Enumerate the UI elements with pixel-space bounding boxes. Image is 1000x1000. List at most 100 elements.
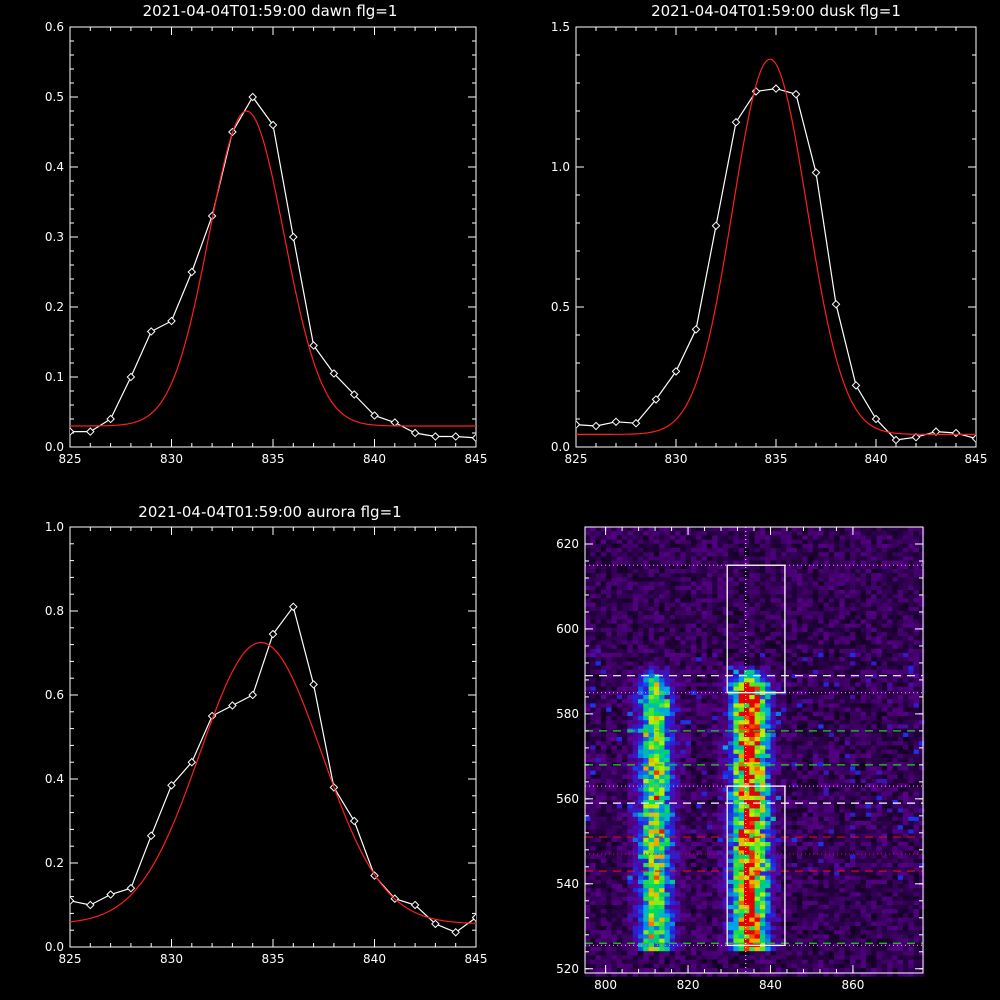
y-tick-label: 1.0 <box>45 520 64 534</box>
data-point <box>931 427 941 436</box>
data-point <box>146 831 156 841</box>
y-tick-label: 0.4 <box>45 772 64 786</box>
data-point <box>611 417 621 427</box>
data-point <box>771 84 781 93</box>
plot-area <box>576 58 976 445</box>
plot-area <box>70 92 476 443</box>
y-tick-label: 600 <box>556 622 579 636</box>
data-point <box>146 327 156 336</box>
data-point <box>576 420 581 429</box>
y-tick-label: 0.8 <box>45 604 64 618</box>
data-point <box>288 602 298 612</box>
y-tick-label: 0.6 <box>45 20 64 34</box>
gaussian-fit-line <box>70 641 476 924</box>
data-point <box>187 267 197 277</box>
data-point <box>591 421 601 431</box>
data-point <box>288 232 298 242</box>
y-tick-label: 0.6 <box>45 688 64 702</box>
x-tick-label: 835 <box>765 452 788 466</box>
region-box <box>726 564 786 694</box>
x-tick-label: 845 <box>465 952 488 966</box>
y-tick-label: 0.0 <box>45 940 64 954</box>
data-point <box>451 927 461 937</box>
plot-layer: 825 830 835 840 845 0.0 0.1 0.2 0.3 0.4 0.5 0.6 825 8… <box>45 20 988 992</box>
data-point <box>471 433 476 443</box>
heatmap-pixels <box>585 527 925 977</box>
x-tick-label: 840 <box>865 452 888 466</box>
data-point <box>370 411 379 420</box>
x-tick-label: 860 <box>841 978 864 992</box>
x-tick-label: 830 <box>160 952 183 966</box>
data-point <box>651 395 661 404</box>
chart-title-dusk: 2021-04-04T01:59:00 dusk flg=1 <box>651 2 901 20</box>
data-point <box>911 432 921 442</box>
data-point <box>471 913 476 922</box>
data-point <box>309 680 318 689</box>
x-tick-label: 800 <box>594 978 617 992</box>
data-point <box>410 900 420 910</box>
data-point <box>349 816 359 826</box>
chart-title-aurora: 2021-04-04T01:59:00 aurora flg=1 <box>138 503 401 521</box>
x-tick-label: 835 <box>262 452 285 466</box>
y-tick-label: 620 <box>556 537 579 551</box>
data-point <box>431 919 440 929</box>
x-tick-label: 825 <box>565 452 588 466</box>
y-tick-label: 1.5 <box>551 20 570 34</box>
data-point <box>329 369 339 378</box>
data-point <box>410 428 420 438</box>
data-point <box>671 367 681 376</box>
plot-area <box>70 602 476 937</box>
x-tick-label: 825 <box>59 952 82 966</box>
data-point <box>309 341 318 350</box>
data-point <box>106 414 115 424</box>
data-point <box>349 390 359 399</box>
y-tick-label: 0.0 <box>45 440 64 454</box>
x-tick-label: 845 <box>965 452 988 466</box>
data-point <box>248 690 258 700</box>
y-tick-label: 520 <box>556 962 579 976</box>
data-point <box>731 117 741 127</box>
x-tick-label: 845 <box>465 452 488 466</box>
chart-title-dawn: 2021-04-04T01:59:00 dawn flg=1 <box>143 2 398 20</box>
y-tick-label: 0.1 <box>45 370 64 384</box>
y-tick-label: 540 <box>556 877 579 891</box>
data-point <box>167 780 176 790</box>
y-tick-label: 0.2 <box>45 300 64 314</box>
x-tick-label: 820 <box>677 978 700 992</box>
data-point <box>70 896 75 906</box>
data-point <box>851 381 861 390</box>
y-tick-label: 0.0 <box>551 440 570 454</box>
data-point <box>451 432 461 441</box>
data-point <box>971 434 976 443</box>
y-tick-label: 0.4 <box>45 160 64 174</box>
region-box <box>726 785 786 947</box>
data-point <box>70 427 75 436</box>
data-point <box>831 299 841 309</box>
data-point <box>248 92 258 102</box>
x-tick-label: 830 <box>665 452 688 466</box>
y-tick-label: 560 <box>556 792 579 806</box>
data-point <box>431 432 440 441</box>
data-point <box>85 427 95 436</box>
data-point <box>891 435 901 445</box>
x-tick-label: 840 <box>363 452 386 466</box>
data-point <box>85 900 95 910</box>
y-tick-label: 0.3 <box>45 230 64 244</box>
data-point <box>268 629 278 639</box>
data-point <box>791 89 801 99</box>
data-point <box>871 414 881 424</box>
data-point <box>691 325 701 334</box>
gaussian-fit-line <box>576 58 976 435</box>
x-tick-label: 830 <box>160 452 183 466</box>
data-point <box>126 883 136 893</box>
data-point <box>268 120 278 130</box>
data-point <box>187 757 197 767</box>
y-tick-label: 580 <box>556 707 579 721</box>
x-tick-label: 825 <box>59 452 82 466</box>
y-tick-label: 1.0 <box>551 160 570 174</box>
data-point <box>631 418 641 428</box>
x-tick-label: 840 <box>363 952 386 966</box>
gaussian-fit-line <box>70 110 476 427</box>
x-tick-label: 840 <box>759 978 782 992</box>
